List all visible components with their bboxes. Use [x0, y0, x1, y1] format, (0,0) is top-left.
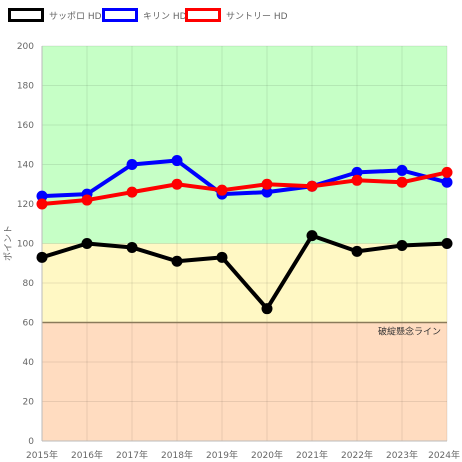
data-point — [351, 174, 363, 186]
data-point — [306, 230, 318, 242]
reference-line-group: 破綻懸念ライン — [42, 321, 447, 338]
x-tick-label: 2024年 — [428, 449, 460, 461]
band-0 — [42, 322, 447, 441]
data-point — [396, 164, 408, 176]
y-axis-label: ポイント — [3, 225, 14, 261]
data-point — [171, 255, 183, 267]
data-point — [261, 178, 273, 190]
series-2 — [36, 166, 453, 210]
x-tick-label: 2016年 — [71, 449, 103, 461]
data-point — [441, 238, 453, 249]
x-tick-label: 2020年 — [251, 449, 283, 461]
x-tick-label: 2018年 — [161, 449, 193, 461]
y-tick-label: 200 — [17, 42, 34, 52]
y-tick-label: 100 — [17, 240, 34, 250]
y-tick-label: 120 — [17, 200, 34, 210]
data-point — [396, 239, 408, 251]
data-point — [81, 238, 93, 249]
legend-item-kirin[interactable]: キリン HD — [102, 8, 187, 22]
legend-item-sapporo[interactable]: サッポロ HD — [8, 8, 102, 22]
legend-label-sapporo: サッポロ HD — [49, 11, 102, 22]
y-tick-label: 80 — [23, 279, 35, 289]
data-point — [396, 176, 408, 188]
data-point — [351, 166, 363, 178]
y-tick-label: 160 — [17, 121, 34, 131]
data-point — [216, 184, 228, 196]
x-tick-label: 2022年 — [341, 449, 373, 461]
x-tick-label: 2017年 — [116, 449, 148, 461]
data-point — [126, 159, 138, 170]
legend-item-suntory[interactable]: サントリー HD — [185, 8, 288, 22]
band-2 — [42, 46, 447, 244]
data-point — [171, 155, 183, 167]
data-point — [36, 251, 48, 263]
data-point — [216, 251, 228, 263]
legend-swatch-suntory — [185, 8, 221, 22]
data-point — [261, 303, 273, 315]
legend-label-kirin: キリン HD — [143, 11, 187, 22]
x-tick-label: 2015年 — [26, 449, 58, 461]
reference-line-label: 破綻懸念ライン — [378, 326, 441, 338]
data-point — [351, 245, 363, 257]
data-point — [306, 180, 318, 192]
x-tick-label: 2021年 — [296, 449, 328, 461]
series-line — [41, 170, 448, 206]
legend: サッポロ HD キリン HD サントリー HD — [0, 8, 462, 28]
y-tick-label: 60 — [23, 319, 35, 329]
data-point — [36, 190, 48, 202]
axes: 0 20 40 60 80 100 120 140 160 180 200 2015年 2016年 201… — [17, 42, 460, 461]
legend-label-suntory: サントリー HD — [226, 11, 288, 22]
y-tick-label: 140 — [17, 161, 34, 171]
background-bands — [42, 46, 447, 441]
x-tick-label: 2023年 — [386, 449, 418, 461]
legend-swatch-kirin — [102, 8, 138, 22]
data-point — [441, 166, 453, 178]
series-group — [36, 155, 453, 315]
data-point — [126, 241, 138, 253]
series-line — [41, 158, 448, 199]
data-point — [126, 186, 138, 198]
data-point — [36, 198, 48, 210]
series-0 — [36, 230, 453, 315]
data-point — [171, 178, 183, 190]
legend-swatch-sapporo — [8, 8, 44, 22]
y-tick-label: 40 — [23, 358, 35, 368]
y-tick-label: 180 — [17, 82, 34, 92]
data-point — [81, 194, 93, 206]
x-tick-label: 2019年 — [206, 449, 238, 461]
y-tick-label: 0 — [28, 437, 34, 447]
data-point — [261, 186, 273, 198]
series-line — [41, 233, 448, 311]
y-tick-label: 20 — [23, 398, 35, 408]
data-point — [441, 176, 453, 188]
